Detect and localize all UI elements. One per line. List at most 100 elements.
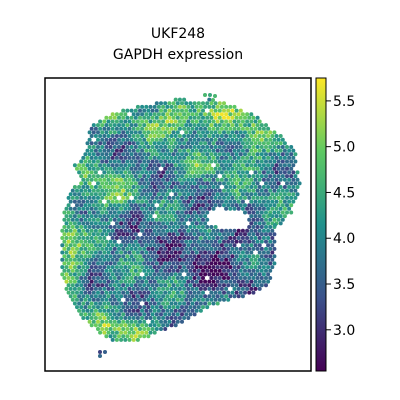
spot (201, 108, 205, 113)
spot (169, 206, 174, 211)
spot (259, 217, 264, 222)
spot (75, 268, 79, 273)
spot (110, 119, 115, 124)
spot (154, 268, 159, 273)
spot (171, 305, 176, 310)
spot (87, 239, 92, 244)
spot (228, 199, 233, 204)
spot (245, 134, 250, 138)
spot (83, 152, 88, 157)
spot (106, 308, 111, 313)
spot (156, 214, 161, 219)
spot (236, 177, 241, 182)
spot (121, 181, 126, 186)
spot (213, 130, 218, 135)
spot (110, 170, 115, 175)
spot (81, 185, 86, 189)
spot (93, 323, 98, 328)
spot (245, 141, 250, 146)
spot (264, 261, 268, 266)
spot (129, 166, 134, 171)
spot (259, 225, 264, 229)
spot (228, 104, 233, 109)
spot (102, 148, 107, 153)
spot (236, 119, 241, 124)
spot (138, 261, 142, 266)
spot (96, 246, 100, 251)
spot (159, 188, 163, 193)
spots-layer (60, 93, 302, 358)
spot (89, 155, 94, 160)
spot (217, 297, 222, 302)
spot (110, 243, 115, 248)
spot (110, 126, 115, 131)
spot (96, 239, 100, 244)
spot (165, 236, 170, 240)
spot (209, 290, 214, 295)
spot (98, 192, 103, 197)
spot (119, 286, 124, 291)
spot (266, 257, 271, 262)
spot (266, 141, 271, 146)
spot (104, 123, 109, 128)
spot (190, 185, 195, 189)
spot (175, 319, 180, 324)
spot (125, 152, 130, 157)
spot (70, 195, 75, 200)
spot (175, 210, 180, 215)
spot (274, 192, 279, 197)
spot (234, 203, 239, 208)
spot (245, 163, 250, 168)
spot (184, 159, 189, 164)
spot (240, 243, 245, 248)
spot (62, 225, 67, 229)
spot (173, 323, 178, 328)
spot (135, 301, 140, 306)
spot (144, 228, 149, 233)
spot (114, 134, 119, 138)
spot (180, 261, 184, 266)
spot (114, 294, 119, 299)
spot (133, 195, 138, 200)
spot (232, 265, 237, 270)
spot (274, 185, 279, 189)
spot (280, 166, 285, 171)
spot (100, 327, 105, 331)
spot (222, 188, 226, 193)
spot (159, 174, 163, 179)
spot (117, 166, 121, 171)
spot (167, 210, 172, 215)
spot (264, 239, 268, 244)
spot (175, 188, 180, 193)
spot (72, 163, 77, 168)
spot (98, 330, 103, 335)
spot (192, 297, 197, 302)
spot (121, 334, 126, 339)
spot (238, 130, 243, 135)
spot (142, 261, 147, 266)
spot (108, 261, 113, 266)
spot (257, 206, 262, 211)
spot (70, 261, 75, 266)
spot (87, 268, 92, 273)
spot (150, 210, 155, 215)
spot (240, 265, 245, 270)
spot (165, 265, 170, 270)
spot (68, 221, 73, 226)
spot (121, 137, 126, 142)
spot (108, 195, 113, 200)
spot (251, 159, 256, 164)
spot (133, 174, 138, 179)
spot (117, 327, 121, 331)
spot (129, 217, 134, 222)
spot (129, 188, 134, 193)
spot (79, 305, 84, 310)
spot (194, 119, 199, 124)
spot (243, 159, 247, 164)
spot (152, 185, 157, 189)
spot (196, 188, 201, 193)
spot (268, 203, 273, 208)
spot (177, 192, 182, 197)
spot (209, 108, 214, 113)
spot (251, 290, 256, 295)
